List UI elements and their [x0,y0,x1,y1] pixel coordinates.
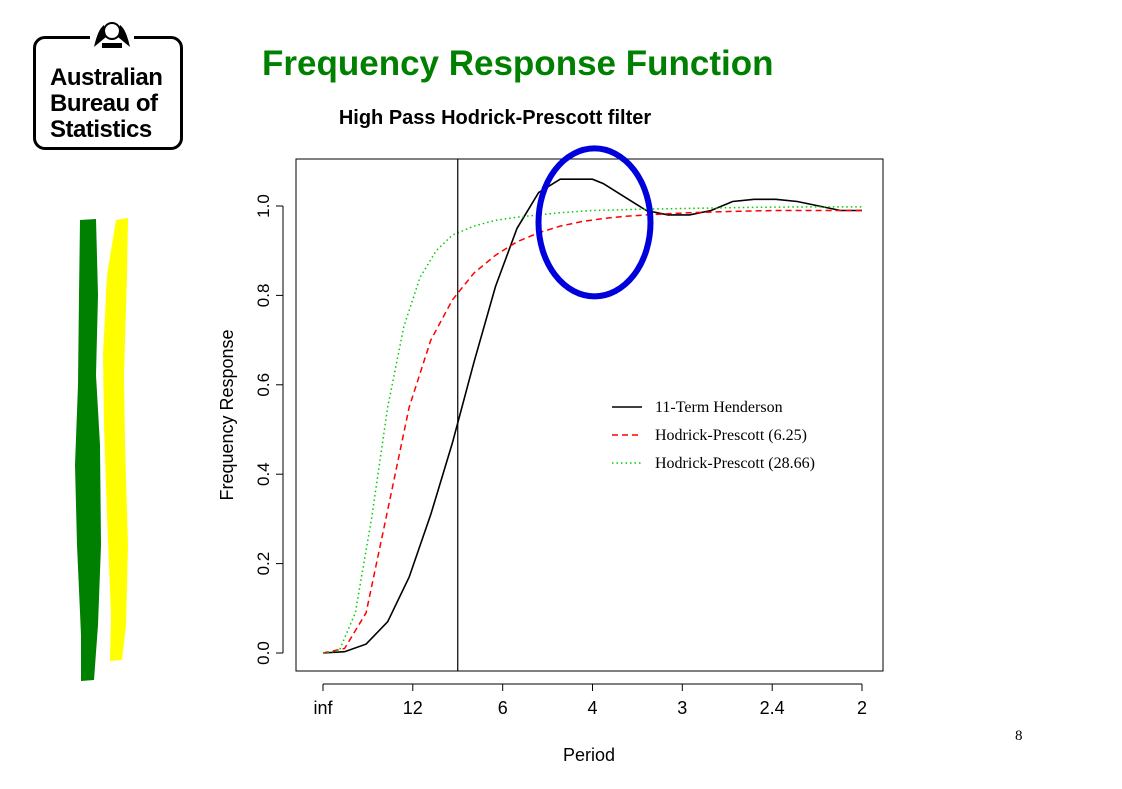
legend-label-3: Hodrick-Prescott (28.66) [655,455,815,472]
logo-line-2: Bureau of [50,90,158,117]
series-line-1 [322,178,862,654]
legend-label-2: Hodrick-Prescott (6.25) [655,427,807,444]
x-tick-label: 3 [677,698,687,718]
y-tick-label: 1.0 [254,194,273,218]
x-tick-label: 12 [403,698,423,718]
chart-title: High Pass Hodrick-Prescott filter [339,107,652,129]
logo-line-3: Statistics [50,116,152,143]
green-stripe [75,219,101,681]
logo-wordmark: Australian Bureau of Statistics [50,64,163,143]
x-tick-label: 2 [857,698,867,718]
y-axis-label: Frequency Response [217,329,237,500]
highlight-ellipse [535,145,654,300]
x-tick-label: 4 [587,698,597,718]
abs-logo: Australian Bureau of Statistics [33,17,183,150]
plot-box [295,158,884,672]
y-tick-label: 0.6 [254,373,273,397]
series-layer [322,178,862,654]
y-tick-label: 0.4 [254,462,273,486]
y-tick-label: 0.8 [254,284,273,308]
coat-of-arms-icon [90,17,134,51]
series-line-3 [322,206,862,654]
x-tick-label: inf [313,698,333,718]
y-tick-label: 0.0 [254,641,273,665]
x-axis: inf 12 6 4 3 2.4 2 [313,683,867,718]
y-axis: 0.0 0.2 0.4 0.6 0.8 1.0 [254,194,284,665]
x-tick-label: 2.4 [760,698,785,718]
legend: 11-Term Henderson Hodrick-Prescott (6.25)… [612,399,815,472]
slide-title: Frequency Response Function [262,44,774,83]
x-axis-label: Period [563,745,615,765]
x-tick-label: 6 [498,698,508,718]
legend-label-1: 11-Term Henderson [655,399,783,416]
frequency-response-chart: High Pass Hodrick-Prescott filter 0.0 0.2… [217,107,884,765]
yellow-stripe [103,218,128,661]
y-tick-label: 0.2 [254,552,273,576]
page-number: 8 [1015,728,1023,744]
decorative-stripes [75,218,128,681]
logo-line-1: Australian [50,64,163,91]
